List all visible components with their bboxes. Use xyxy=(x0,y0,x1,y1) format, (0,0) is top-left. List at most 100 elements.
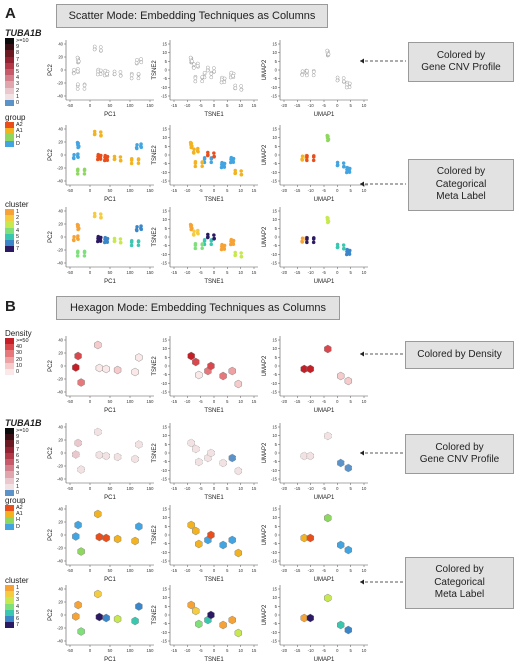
y-tick-label: -5 xyxy=(273,621,277,626)
scatter-point xyxy=(193,246,198,251)
scatter-point xyxy=(77,144,81,149)
y-tick-label: -10 xyxy=(161,381,168,386)
y-axis-label: TSNE2 xyxy=(152,145,158,165)
scatter-point xyxy=(348,166,352,171)
scatter-point xyxy=(202,70,207,75)
legend-label: 2 xyxy=(16,477,20,484)
legend-swatch xyxy=(5,523,14,530)
scatter-point xyxy=(75,172,80,176)
y-tick-label: 0 xyxy=(165,451,168,456)
scatter-point xyxy=(229,237,234,242)
y-tick-label: 20 xyxy=(58,600,63,605)
scatter-point xyxy=(206,150,210,155)
callout-line: Meta Label xyxy=(434,589,485,601)
hex-bin xyxy=(187,600,195,610)
hex-bin xyxy=(344,463,352,473)
y-tick-label: 0 xyxy=(165,613,168,618)
y-axis-label: TSNE2 xyxy=(152,443,158,463)
y-tick-label: 5 xyxy=(165,355,168,360)
x-tick-label: -10 xyxy=(308,648,315,653)
arrow-gene-cnv-a-head xyxy=(360,58,364,64)
legend-label: 2 xyxy=(16,591,20,598)
scatter-point xyxy=(98,130,103,134)
scatter-point xyxy=(82,87,87,91)
x-tick-label: 0 xyxy=(213,270,216,275)
x-tick-label: 0 xyxy=(89,188,92,193)
y-tick-label: 0 xyxy=(61,364,64,369)
pca-axes: -50 0 50 100 150 -40 -20 0 20 40 PC1 PC2 xyxy=(48,505,154,583)
legend-label: 3 xyxy=(16,221,20,228)
pca-axes: -50 0 50 100 150 -40 -20 0 20 40 PC1 PC2 xyxy=(48,423,154,501)
legend-swatch xyxy=(5,597,14,604)
y-tick-label: 15 xyxy=(162,425,167,430)
legend-swatch xyxy=(5,428,14,435)
y-tick-label: -10 xyxy=(271,381,278,386)
scatter-point xyxy=(139,142,143,146)
scatter-point xyxy=(188,140,193,145)
hex-bin xyxy=(94,427,102,437)
legend-entry: 2 xyxy=(5,87,51,94)
legend-label: 6 xyxy=(16,62,20,69)
hex-bin xyxy=(228,366,236,376)
y-tick-label: 10 xyxy=(272,135,277,140)
legend-label: H xyxy=(16,517,20,524)
umap-hexbin-cluster xyxy=(300,593,352,635)
y-axis-label: UMAP2 xyxy=(262,442,268,463)
hex-bin xyxy=(228,535,236,545)
y-tick-label: -10 xyxy=(271,550,278,555)
legend-entry: 4 xyxy=(5,227,51,234)
scatter-point xyxy=(103,68,108,73)
legend-gene-b: TUBA1B >=10 9 8 7 6 5 4 3 2 1 0 xyxy=(5,418,51,497)
x-tick-label: -10 xyxy=(184,103,191,108)
scatter-point xyxy=(231,159,235,163)
scatter-point xyxy=(193,243,198,247)
x-tick-label: -10 xyxy=(308,103,315,108)
scatter-point xyxy=(190,144,194,149)
legend-title: TUBA1B xyxy=(5,418,42,428)
scatter-point xyxy=(233,86,238,90)
arrow-gene-cnv-b-head xyxy=(360,450,364,456)
y-tick-label: 0 xyxy=(61,235,64,240)
y-tick-label: -15 xyxy=(271,639,278,644)
pca-scatter-cluster xyxy=(71,211,144,258)
hex-bin xyxy=(192,606,200,616)
legend-title: cluster xyxy=(5,576,29,585)
y-tick-label: -15 xyxy=(271,94,278,99)
x-tick-label: 5 xyxy=(349,188,352,193)
legend-label: D xyxy=(16,140,20,147)
scatter-point xyxy=(136,239,141,243)
legend-entry: 6 xyxy=(5,615,51,623)
y-tick-label: -10 xyxy=(161,170,168,175)
legend-swatch xyxy=(5,452,14,459)
legend-swatch xyxy=(5,603,14,610)
y-tick-label: 10 xyxy=(162,515,167,520)
scatter-point xyxy=(72,71,76,76)
y-tick-label: -15 xyxy=(161,179,168,184)
tsne-scatter-group xyxy=(188,140,244,177)
x-axis-label: TSNE1 xyxy=(204,408,224,414)
y-tick-label: 10 xyxy=(272,50,277,55)
scatter-point xyxy=(209,160,214,165)
legend-label: H xyxy=(16,134,20,141)
x-tick-label: 0 xyxy=(213,188,216,193)
hex-bin xyxy=(187,438,195,448)
x-tick-label: 50 xyxy=(108,648,113,653)
x-tick-label: 5 xyxy=(226,103,229,108)
x-tick-label: 0 xyxy=(213,103,216,108)
legend-entry: 1 xyxy=(5,93,51,100)
y-tick-label: -5 xyxy=(273,372,277,377)
x-tick-label: 5 xyxy=(349,270,352,275)
x-tick-label: 10 xyxy=(362,399,367,404)
arrow-categorical-a-head xyxy=(360,181,364,187)
y-tick-label: -10 xyxy=(161,252,168,257)
scatter-point xyxy=(95,157,100,162)
scatter-point xyxy=(219,247,224,252)
y-tick-label: -5 xyxy=(273,243,277,248)
legend-label: 0 xyxy=(16,368,20,375)
y-tick-label: 0 xyxy=(61,613,64,618)
hex-bin xyxy=(234,628,242,638)
scatter-point xyxy=(219,165,224,170)
legend-entry: 6 xyxy=(5,239,51,247)
